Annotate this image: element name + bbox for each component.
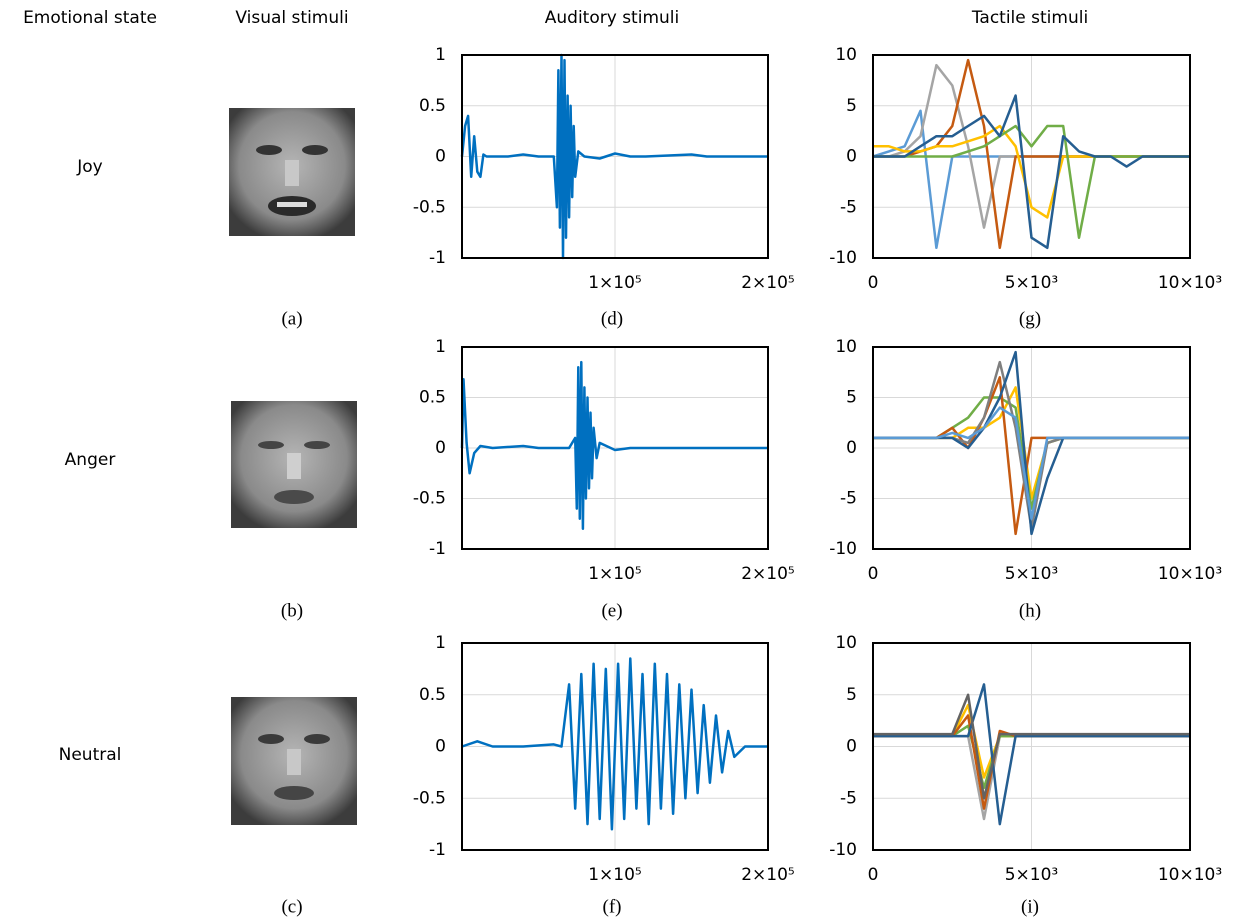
y-tick-label: 0.5 bbox=[419, 388, 446, 408]
y-tick-label: -0.5 bbox=[413, 788, 446, 808]
plot-frame bbox=[872, 642, 1191, 851]
y-tick-label: -5 bbox=[840, 489, 857, 509]
column-header: Visual stimuli bbox=[235, 8, 348, 28]
plot-frame bbox=[872, 346, 1191, 550]
panel-caption: (f) bbox=[603, 896, 622, 917]
plot-frame bbox=[461, 346, 769, 550]
y-tick-label: 5 bbox=[846, 96, 857, 116]
panel-caption: (e) bbox=[601, 600, 622, 621]
y-tick-label: -10 bbox=[829, 539, 857, 559]
x-tick-label: 2×10⁵ bbox=[741, 273, 795, 293]
y-tick-label: -5 bbox=[840, 788, 857, 808]
y-tick-label: 5 bbox=[846, 685, 857, 705]
series-line bbox=[873, 683, 1190, 826]
y-tick-label: 0.5 bbox=[419, 685, 446, 705]
panel-caption: (c) bbox=[281, 896, 302, 917]
panel-caption: (d) bbox=[601, 308, 623, 329]
y-tick-label: -1 bbox=[429, 840, 446, 860]
x-tick-label: 5×10³ bbox=[1005, 865, 1059, 885]
y-tick-label: -1 bbox=[429, 248, 446, 268]
row-label: Neutral bbox=[59, 745, 122, 765]
series-line bbox=[460, 360, 768, 531]
x-tick-label: 10×10³ bbox=[1158, 865, 1222, 885]
face-image bbox=[229, 108, 355, 236]
x-tick-label: 1×10⁵ bbox=[588, 564, 642, 584]
column-header: Tactile stimuli bbox=[971, 8, 1088, 28]
y-tick-label: -10 bbox=[829, 840, 857, 860]
series-line bbox=[873, 693, 1190, 800]
x-tick-label: 2×10⁵ bbox=[741, 564, 795, 584]
y-tick-label: 10 bbox=[835, 337, 857, 357]
series-line bbox=[873, 124, 1190, 239]
series-line bbox=[873, 406, 1190, 520]
series-line bbox=[873, 94, 1190, 250]
x-tick-label: 1×10⁵ bbox=[588, 273, 642, 293]
panel-caption: (b) bbox=[281, 600, 303, 621]
panel-caption: (g) bbox=[1019, 308, 1041, 329]
plot-frame bbox=[461, 54, 769, 259]
y-tick-label: 0 bbox=[846, 147, 857, 167]
y-tick-label: -0.5 bbox=[413, 197, 446, 217]
y-tick-label: -5 bbox=[840, 197, 857, 217]
y-tick-label: 1 bbox=[435, 633, 446, 653]
y-tick-label: 0 bbox=[435, 147, 446, 167]
y-tick-label: 1 bbox=[435, 337, 446, 357]
plot-frame bbox=[872, 54, 1191, 259]
row-label: Joy bbox=[76, 157, 102, 177]
y-tick-label: 0 bbox=[846, 737, 857, 757]
y-tick-label: -10 bbox=[829, 248, 857, 268]
panel-caption: (a) bbox=[281, 308, 302, 329]
x-tick-label: 0 bbox=[868, 273, 879, 293]
row-label: Anger bbox=[65, 450, 116, 470]
plot-frame bbox=[461, 642, 769, 851]
x-tick-label: 5×10³ bbox=[1005, 273, 1059, 293]
y-tick-label: 0 bbox=[435, 438, 446, 458]
y-tick-label: 5 bbox=[846, 388, 857, 408]
y-tick-label: 0.5 bbox=[419, 96, 446, 116]
x-tick-label: 10×10³ bbox=[1158, 273, 1222, 293]
y-tick-label: 0 bbox=[846, 438, 857, 458]
series-line bbox=[461, 657, 768, 831]
face-image bbox=[231, 697, 357, 825]
y-tick-label: 0 bbox=[435, 737, 446, 757]
y-tick-label: 1 bbox=[435, 45, 446, 65]
x-tick-label: 0 bbox=[868, 865, 879, 885]
x-tick-label: 2×10⁵ bbox=[741, 865, 795, 885]
column-header: Emotional state bbox=[23, 8, 157, 28]
column-header: Auditory stimuli bbox=[545, 8, 679, 28]
y-tick-label: -0.5 bbox=[413, 489, 446, 509]
y-tick-label: 10 bbox=[835, 45, 857, 65]
panel-caption: (i) bbox=[1021, 896, 1039, 917]
panel-caption: (h) bbox=[1019, 600, 1041, 621]
y-tick-label: 10 bbox=[835, 633, 857, 653]
face-image bbox=[231, 401, 357, 528]
y-tick-label: -1 bbox=[429, 539, 446, 559]
x-tick-label: 0 bbox=[868, 564, 879, 584]
x-tick-label: 1×10⁵ bbox=[588, 865, 642, 885]
x-tick-label: 10×10³ bbox=[1158, 564, 1222, 584]
x-tick-label: 5×10³ bbox=[1005, 564, 1059, 584]
